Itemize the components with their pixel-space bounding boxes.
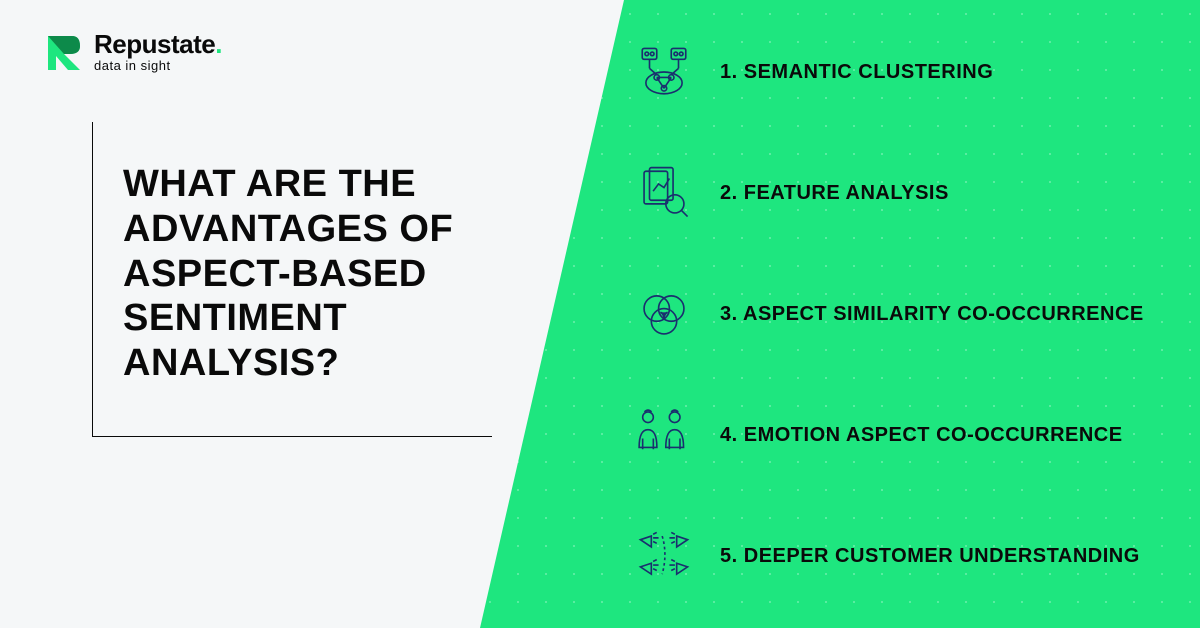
list-item: 4. EMOTION ASPECT CO-OCCURRENCE: [632, 403, 1170, 467]
list-item: 5. DEEPER CUSTOMER UNDERSTANDING: [632, 524, 1170, 588]
people-icon: [632, 403, 696, 467]
megaphone-icon: [632, 524, 696, 588]
list-item: 3. ASPECT SIMILARITY CO-OCCURRENCE: [632, 282, 1170, 346]
list-item: 2. FEATURE ANALYSIS: [632, 161, 1170, 225]
list-item: 1. SEMANTIC CLUSTERING: [632, 40, 1170, 104]
document-chart-icon: [632, 161, 696, 225]
item-label: 1. SEMANTIC CLUSTERING: [720, 61, 993, 84]
venn-icon: [632, 282, 696, 346]
right-panel: 1. SEMANTIC CLUSTERING 2. FEATURE ANALYS…: [552, 0, 1200, 628]
item-label: 4. EMOTION ASPECT CO-OCCURRENCE: [720, 424, 1123, 447]
item-label: 2. FEATURE ANALYSIS: [720, 182, 949, 205]
left-panel: Repustate. data in sight WHAT ARE THE AD…: [0, 0, 600, 628]
brand-tagline: data in sight: [94, 59, 222, 72]
brand-logo: Repustate. data in sight: [42, 30, 570, 72]
page-title: WHAT ARE THE ADVANTAGES OF ASPECT-BASED …: [123, 162, 472, 386]
item-label: 3. ASPECT SIMILARITY CO-OCCURRENCE: [720, 303, 1144, 326]
brand-name: Repustate.: [94, 31, 222, 57]
title-box: WHAT ARE THE ADVANTAGES OF ASPECT-BASED …: [92, 122, 492, 437]
brand-mark-icon: [42, 30, 84, 72]
network-icon: [632, 40, 696, 104]
item-label: 5. DEEPER CUSTOMER UNDERSTANDING: [720, 545, 1140, 568]
